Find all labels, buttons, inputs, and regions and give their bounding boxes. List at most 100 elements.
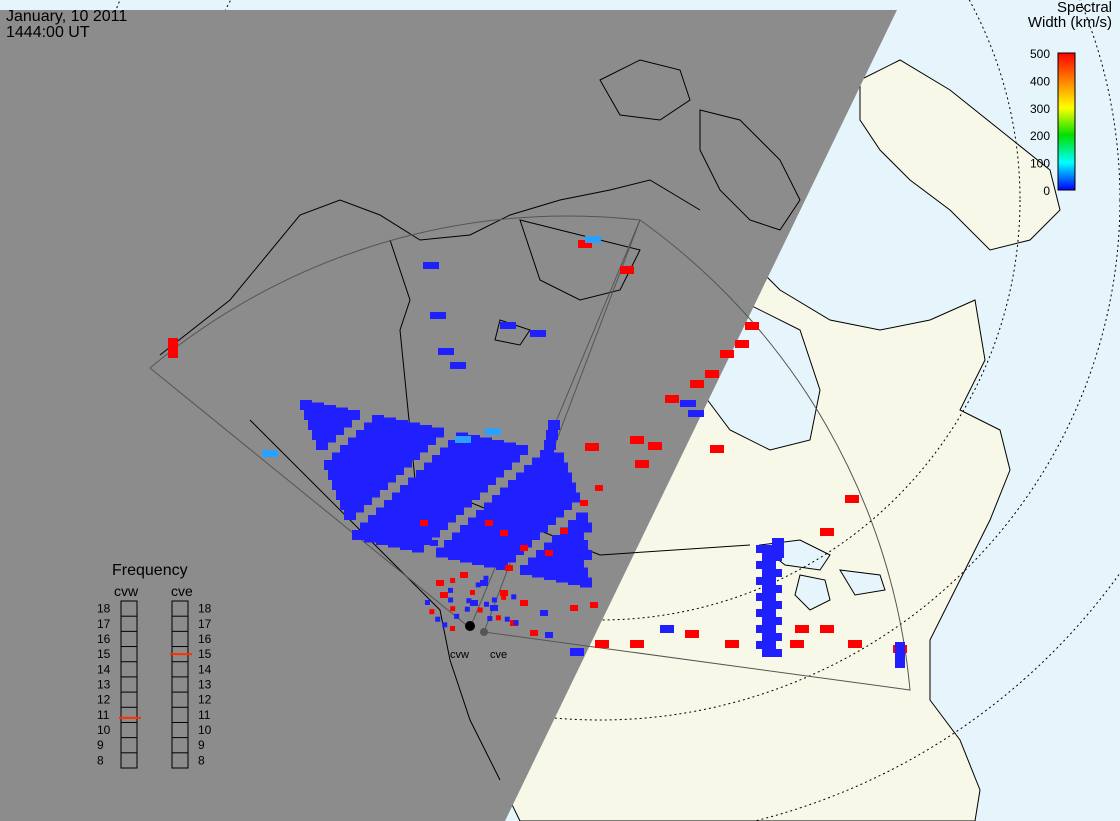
backscatter-cell <box>488 457 500 468</box>
backscatter-cell <box>487 616 493 621</box>
backscatter-cell <box>444 512 456 523</box>
backscatter-cell <box>408 505 420 515</box>
backscatter-cell <box>336 490 348 500</box>
backscatter-cell <box>472 445 484 455</box>
backscatter-cell <box>438 348 454 355</box>
backscatter-cell <box>536 550 548 560</box>
backscatter-cell <box>420 425 432 435</box>
backscatter-cell <box>762 569 782 577</box>
coastlines-night <box>159 59 801 781</box>
backscatter-cell <box>762 617 782 625</box>
backscatter-cell <box>464 452 476 463</box>
colorbar-gradient <box>1057 52 1076 191</box>
backscatter-cell <box>420 507 432 518</box>
backscatter-cell <box>508 507 520 518</box>
backscatter-cell <box>492 550 504 560</box>
backscatter-cell <box>368 487 380 498</box>
backscatter-cell <box>440 447 452 458</box>
backscatter-cell <box>570 605 578 611</box>
backscatter-cell <box>530 330 546 337</box>
backscatter-cell <box>348 410 360 420</box>
backscatter-cell <box>368 515 380 525</box>
backscatter-cell <box>484 447 496 458</box>
backscatter-cell <box>466 598 472 604</box>
site-label-cvw: cvw <box>450 649 469 661</box>
backscatter-cell <box>396 530 408 540</box>
backscatter-cell <box>455 436 471 443</box>
backscatter-cell <box>400 540 412 550</box>
backscatter-cell <box>756 625 776 633</box>
backscatter-cell <box>400 430 412 440</box>
backscatter-cell <box>304 410 316 420</box>
backscatter-cell <box>545 550 553 556</box>
backscatter-cell <box>848 640 862 648</box>
backscatter-cell <box>430 540 438 546</box>
backscatter-cell <box>576 540 588 550</box>
backscatter-cell <box>460 572 468 578</box>
backscatter-cell <box>340 500 352 510</box>
backscatter-cell <box>488 512 500 523</box>
backscatter-cell <box>316 412 328 423</box>
backscatter-cell <box>530 630 538 636</box>
backscatter-cell <box>895 642 905 668</box>
backscatter-cell <box>540 460 552 470</box>
backscatter-cell <box>570 648 584 656</box>
backscatter-cell <box>756 609 776 617</box>
backscatter-cell <box>352 530 364 540</box>
backscatter-cell <box>352 475 364 485</box>
site-marker-cve <box>480 628 488 636</box>
colorbar-tick-label: 400 <box>1030 74 1050 88</box>
frequency-label-right: 16 <box>198 632 212 646</box>
backscatter-cell <box>450 626 455 631</box>
frequency-label-left: 16 <box>97 632 111 646</box>
backscatter-cell <box>404 522 416 533</box>
backscatter-cell <box>470 590 475 595</box>
time-label: 1444:00 UT <box>6 24 90 41</box>
backscatter-cell <box>364 422 376 433</box>
backscatter-cell <box>452 477 464 488</box>
frequency-label-left: 12 <box>97 693 111 707</box>
backscatter-cell <box>312 430 324 440</box>
backscatter-cell <box>756 545 776 553</box>
timestamp-header: January, 10 2011 1444:00 UT <box>6 9 127 41</box>
backscatter-cell <box>572 530 584 540</box>
backscatter-cell <box>648 442 662 450</box>
backscatter-cell <box>485 520 493 526</box>
colorbar-tick-label: 100 <box>1030 157 1050 171</box>
backscatter-cell <box>500 322 516 329</box>
backscatter-cell <box>416 497 428 508</box>
backscatter-cell <box>524 492 536 503</box>
colorbar-title-line1: Spectral <box>1056 0 1112 16</box>
backscatter-cell <box>372 415 384 425</box>
backscatter-cell <box>450 362 466 369</box>
backscatter-cell <box>468 435 480 445</box>
backscatter-cell <box>710 445 724 453</box>
backscatter-cell <box>485 428 501 435</box>
backscatter-cell <box>552 452 564 463</box>
backscatter-cell <box>500 460 512 470</box>
backscatter-cell <box>472 472 484 483</box>
backscatter-cell <box>630 640 644 648</box>
frequency-label-right: 13 <box>198 678 212 692</box>
backscatter-cell <box>428 527 440 538</box>
night-shading <box>0 10 897 821</box>
backscatter-cell <box>424 600 430 605</box>
backscatter-cell <box>511 594 517 600</box>
backscatter-cell <box>762 601 782 609</box>
backscatter-cell <box>340 417 352 428</box>
backscatter-cell <box>556 545 568 555</box>
backscatter-cell <box>528 475 540 485</box>
backscatter-cell <box>540 560 552 570</box>
backscatter-cell <box>475 582 481 588</box>
backscatter-cell <box>460 552 472 563</box>
backscatter-cell <box>504 616 510 622</box>
backscatter-cell <box>576 512 588 523</box>
backscatter-cell <box>505 565 513 571</box>
frequency-label-left: 17 <box>97 617 111 631</box>
backscatter-cell <box>344 510 356 520</box>
backscatter-cell <box>312 402 324 413</box>
